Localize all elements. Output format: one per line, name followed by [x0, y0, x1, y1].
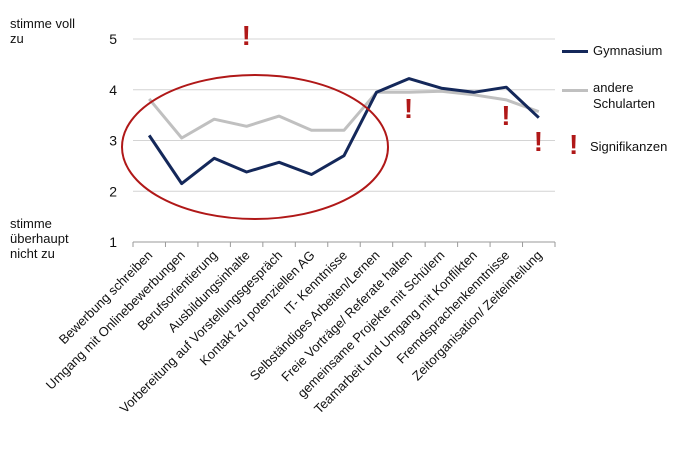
significance-mark: ! — [403, 93, 414, 124]
y-tick-label-4: 4 — [109, 82, 117, 98]
legend-label-significance: Signifikanzen — [590, 139, 668, 154]
series-line-andere-schularten — [148, 89, 540, 140]
significance-mark: ! — [501, 100, 511, 131]
y-tick-label-5: 5 — [109, 31, 117, 47]
y-label-bottom: stimme überhaupt nicht zu — [10, 216, 69, 261]
y-tick-label-3: 3 — [109, 133, 117, 149]
y-tick-label-2: 2 — [109, 183, 117, 199]
legend-label-andere: andere Schularten — [593, 80, 656, 111]
legend-label-gymnasium: Gymnasium — [593, 43, 663, 58]
legend-significance-mark: ! — [569, 129, 579, 160]
highlight-ellipse — [121, 74, 389, 220]
significance-mark: ! — [241, 20, 251, 51]
legend-swatch-andere — [562, 89, 588, 92]
series-lines — [147, 77, 540, 186]
y-tick-labels: 1 2 3 4 5 — [109, 31, 117, 250]
y-tick-label-1: 1 — [109, 234, 117, 250]
x-axis — [132, 241, 556, 247]
significance-mark: ! — [533, 126, 544, 157]
y-label-top: stimme voll zu — [10, 16, 76, 46]
legend-swatch-gymnasium — [562, 50, 588, 53]
gridlines — [133, 38, 555, 192]
